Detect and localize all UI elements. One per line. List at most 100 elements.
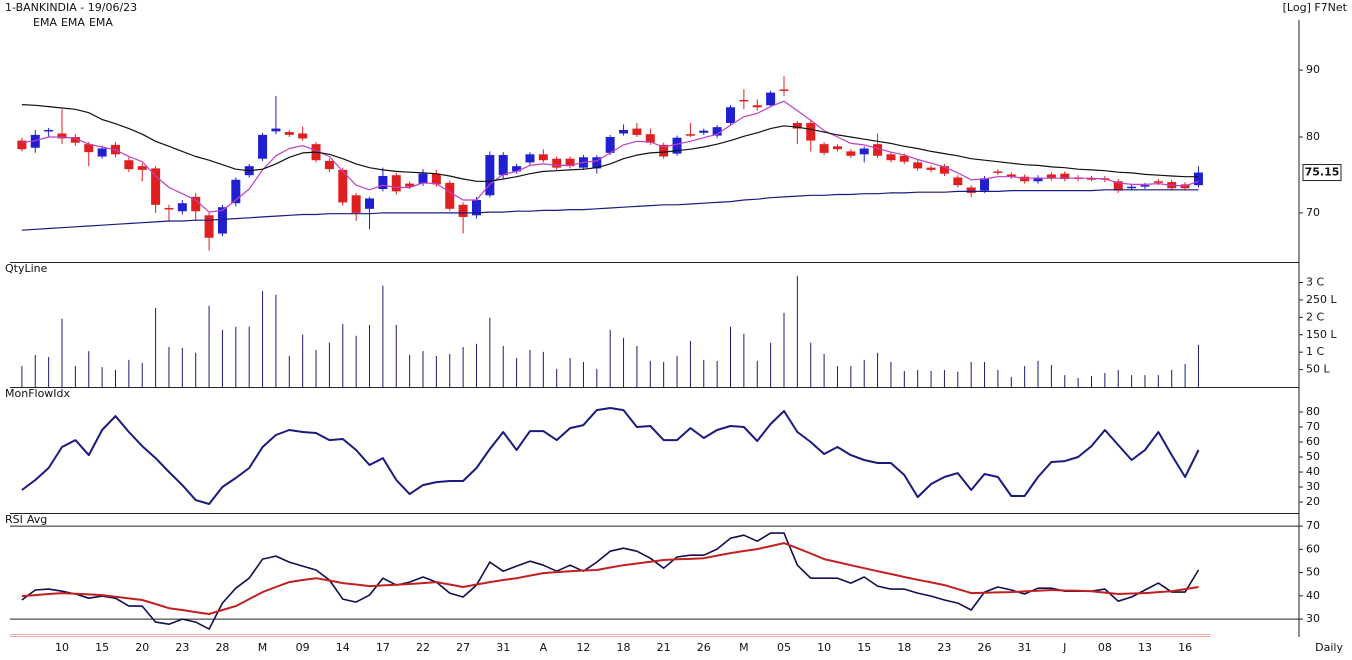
legend-label: EMA (33, 16, 57, 29)
series-line (21, 542, 1199, 615)
x-tick-label: 28 (215, 641, 229, 654)
candle-body (84, 144, 94, 153)
candle-body (859, 148, 869, 155)
y-tick-label: 30 (1306, 612, 1320, 625)
x-tick-label: M (739, 641, 749, 654)
candle-body (565, 158, 575, 167)
candle-body (418, 173, 428, 184)
candle-body (766, 92, 776, 106)
candle-body (57, 133, 67, 139)
y-tick-label: 50 (1306, 450, 1320, 463)
x-tick-label: 12 (576, 641, 590, 654)
candle-body (886, 154, 896, 161)
candle-body (672, 137, 682, 154)
candle-body (1060, 173, 1070, 180)
y-tick-label: 90 (1306, 63, 1320, 76)
y-tick-label: 60 (1306, 542, 1320, 555)
candle-body (980, 178, 990, 191)
x-tick-label: 05 (777, 641, 791, 654)
y-tick-label: 250 L (1306, 293, 1337, 306)
legend-label: EMA (61, 16, 85, 29)
candle-body (458, 204, 468, 217)
candle-body (873, 144, 883, 156)
candle-body (1046, 174, 1056, 179)
candle-body (525, 154, 535, 163)
x-tick-label: 18 (897, 641, 911, 654)
y-tick-label: 2 C (1306, 310, 1324, 323)
series-line (21, 104, 1199, 182)
x-tick-label: 20 (135, 641, 149, 654)
candle-body (324, 160, 334, 170)
candle-body (726, 107, 736, 123)
candle-body (592, 157, 602, 169)
x-tick-label: 16 (1178, 641, 1192, 654)
candle-body (405, 183, 415, 187)
candle-body (739, 99, 749, 102)
series-line (21, 407, 1200, 505)
candle-body (191, 196, 201, 212)
chart-title: 1-BANKINDIA - 19/06/23 (5, 1, 137, 14)
legend-label: RSI (5, 513, 23, 526)
candle-body (1113, 181, 1123, 191)
candle-body (151, 168, 161, 205)
x-tick-label: 18 (617, 641, 631, 654)
y-tick-label: 40 (1306, 465, 1320, 478)
candle-body (204, 215, 214, 238)
y-tick-label: 3 C (1306, 276, 1324, 289)
candle-body (365, 198, 375, 209)
x-axis-label: Daily (1315, 641, 1343, 654)
candle-body (378, 175, 388, 190)
candle-body (779, 89, 789, 91)
x-tick-label: 10 (55, 641, 69, 654)
candle-body (846, 151, 856, 156)
candle-body (605, 137, 615, 153)
x-tick-label: 31 (496, 641, 510, 654)
x-tick-label: 26 (697, 641, 711, 654)
candle-body (17, 140, 27, 150)
candle-body (177, 203, 187, 212)
x-tick-label: 17 (376, 641, 390, 654)
candle-body (993, 171, 1003, 173)
x-tick-label: A (540, 641, 548, 654)
candle-body (1006, 174, 1016, 177)
legend-label: QtyLine (5, 262, 48, 275)
x-tick-label: 10 (817, 641, 831, 654)
candle-body (966, 187, 976, 193)
candle-body (351, 195, 361, 213)
candle-body (1127, 186, 1137, 189)
x-tick-label: 09 (296, 641, 310, 654)
x-tick-label: 15 (857, 641, 871, 654)
candle-body (1140, 185, 1150, 187)
y-tick-label: 70 (1306, 519, 1320, 532)
series-line (21, 532, 1200, 630)
candle-body (445, 182, 455, 209)
x-tick-label: 27 (456, 641, 470, 654)
y-tick-label: 50 L (1306, 363, 1330, 376)
candle-body (699, 130, 709, 133)
scale-label: [Log] F7Net (1283, 1, 1348, 14)
candle-body (632, 128, 642, 135)
candle-body (913, 162, 923, 169)
candle-body (485, 155, 495, 196)
candle-body (391, 175, 401, 192)
candle-body (1193, 172, 1203, 186)
x-tick-label: M (258, 641, 268, 654)
candle-body (645, 134, 655, 143)
candle-body (70, 137, 80, 143)
candle-body (899, 155, 909, 162)
candle-body (164, 208, 174, 210)
y-tick-label: 30 (1306, 480, 1320, 493)
candle-body (137, 166, 147, 170)
candle-body (819, 144, 829, 153)
candle-body (712, 127, 722, 136)
y-tick-label: 1 C (1306, 345, 1324, 358)
candle-body (619, 129, 629, 134)
y-tick-label: 60 (1306, 435, 1320, 448)
x-tick-label: 31 (1018, 641, 1032, 654)
candle-body (939, 166, 949, 174)
x-tick-label: 26 (978, 641, 992, 654)
x-tick-label: 15 (95, 641, 109, 654)
legend-label: EMA (89, 16, 113, 29)
